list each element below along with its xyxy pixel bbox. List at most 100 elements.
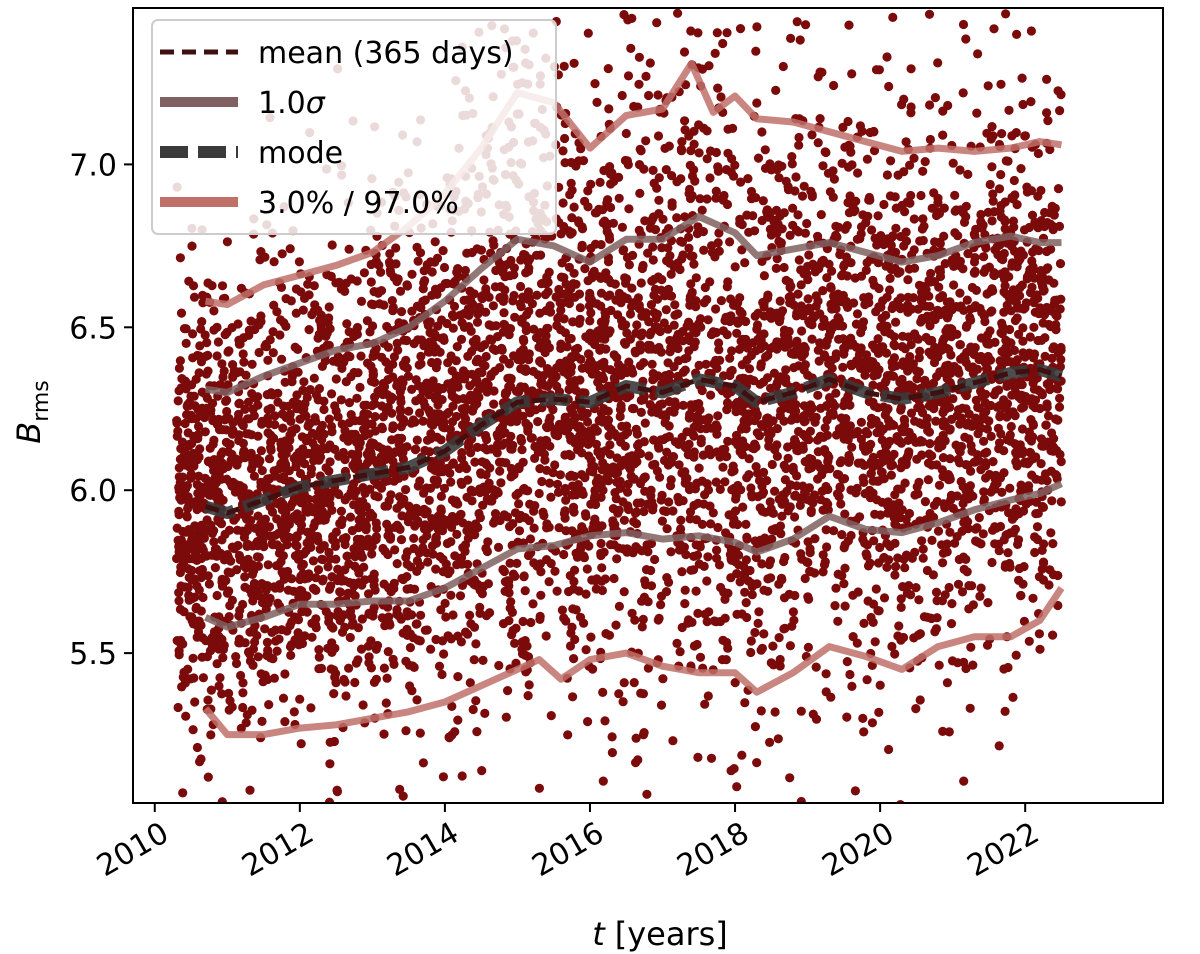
scatter-point: [385, 249, 395, 259]
scatter-point: [695, 194, 705, 204]
scatter-point: [175, 604, 185, 615]
scatter-point: [315, 315, 325, 325]
scatter-point: [471, 696, 481, 706]
scatter-point: [888, 12, 898, 22]
scatter-point: [642, 789, 652, 799]
scatter-point: [560, 450, 570, 460]
scatter-point: [765, 556, 776, 566]
scatter-point: [796, 265, 806, 275]
scatter-point: [176, 383, 186, 393]
scatter-point: [581, 645, 591, 655]
scatter-point: [210, 563, 220, 573]
scatter-point: [342, 551, 352, 561]
scatter-point: [803, 294, 813, 304]
scatter-point: [768, 641, 778, 651]
scatter-point: [439, 649, 449, 659]
scatter-point: [887, 641, 897, 652]
scatter-point: [703, 691, 713, 701]
scatter-point: [626, 43, 636, 54]
scatter-point: [301, 436, 311, 446]
scatter-point: [462, 492, 472, 502]
scatter-point: [187, 241, 197, 251]
scatter-point: [952, 532, 962, 542]
scatter-point: [663, 243, 673, 253]
scatter-point: [198, 592, 208, 603]
scatter-point: [366, 636, 376, 646]
scatter-point: [453, 672, 463, 682]
scatter-point: [569, 58, 579, 68]
scatter-point: [577, 224, 588, 234]
scatter-point: [924, 449, 934, 459]
scatter-point: [932, 496, 942, 507]
scatter-point: [453, 715, 463, 725]
scatter-point: [912, 482, 922, 492]
scatter-point: [175, 253, 185, 263]
scatter-point: [247, 389, 257, 399]
scatter-point: [732, 569, 742, 579]
scatter-point: [332, 785, 342, 795]
scatter-point: [716, 582, 726, 593]
scatter-point: [313, 565, 324, 575]
scatter-point: [610, 520, 620, 530]
scatter-point: [222, 406, 232, 417]
scatter-point: [1003, 662, 1013, 673]
scatter-point: [552, 479, 563, 489]
scatter-point: [452, 529, 462, 540]
scatter-point: [568, 408, 578, 419]
scatter-point: [813, 138, 823, 148]
scatter-point: [181, 338, 191, 348]
scatter-point: [965, 304, 975, 314]
scatter-point: [962, 295, 972, 305]
scatter-point: [253, 652, 263, 662]
scatter-point: [399, 335, 409, 345]
scatter-point: [434, 467, 444, 477]
scatter-point: [735, 24, 746, 34]
scatter-point: [484, 292, 494, 302]
scatter-point: [1033, 508, 1043, 518]
scatter-point: [459, 295, 469, 305]
scatter-point: [885, 273, 895, 283]
scatter-point: [344, 244, 354, 254]
scatter-point: [781, 176, 791, 186]
scatter-point: [590, 79, 600, 89]
scatter-point: [718, 462, 728, 472]
scatter-point: [512, 416, 522, 426]
scatter-point: [732, 328, 742, 338]
scatter-point: [514, 526, 525, 536]
scatter-point: [367, 401, 377, 411]
scatter-point: [706, 753, 717, 763]
scatter-point: [254, 347, 264, 358]
scatter-point: [616, 437, 626, 447]
scatter-point: [623, 71, 634, 81]
scatter-point: [450, 551, 460, 561]
scatter-point: [452, 560, 462, 570]
scatter-point: [917, 287, 927, 297]
scatter-point: [1034, 629, 1044, 639]
scatter-point: [685, 184, 695, 194]
scatter-point: [917, 224, 928, 234]
scatter-point: [926, 268, 936, 279]
scatter-point: [790, 512, 800, 522]
scatter-point: [677, 567, 687, 577]
scatter-point: [582, 564, 592, 574]
scatter-point: [1041, 420, 1051, 430]
scatter-point: [641, 71, 651, 81]
scatter-point: [678, 250, 688, 260]
scatter-point: [891, 317, 901, 327]
scatter-point: [500, 285, 510, 295]
scatter-point: [190, 697, 200, 707]
scatter-point: [420, 445, 430, 456]
scatter-point: [377, 422, 387, 432]
scatter-point: [711, 420, 721, 430]
scatter-point: [331, 374, 341, 384]
scatter-point: [469, 655, 479, 665]
scatter-point: [482, 445, 492, 455]
scatter-point: [392, 605, 402, 615]
scatter-point: [1046, 528, 1056, 538]
scatter-point: [1000, 281, 1010, 291]
scatter-point: [710, 48, 720, 59]
scatter-point: [987, 162, 997, 172]
scatter-point: [851, 429, 861, 439]
scatter-point: [685, 295, 695, 305]
scatter-point: [698, 450, 708, 460]
